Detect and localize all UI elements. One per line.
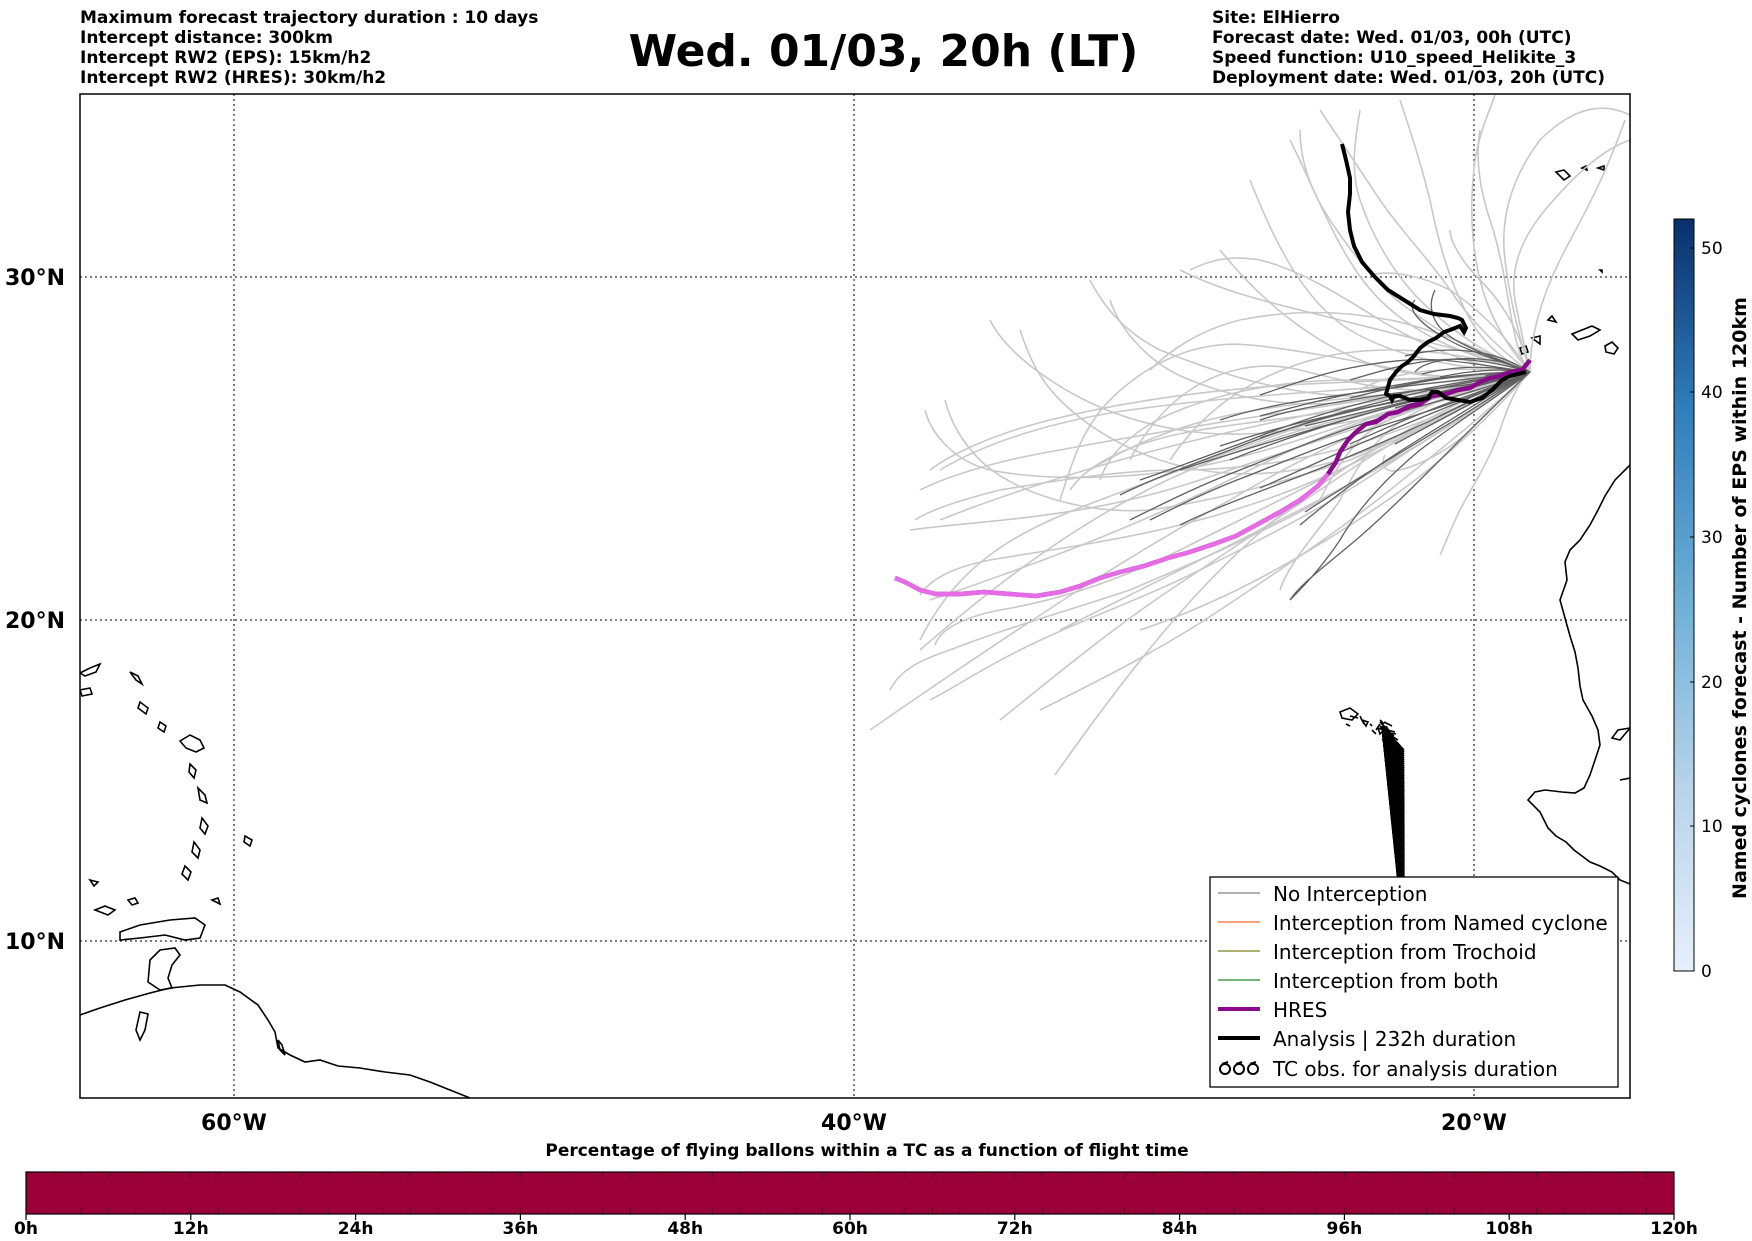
intercept-distance-text: Intercept distance: 300km: [80, 28, 333, 48]
deployment-date-text: Deployment date: Wed. 01/03, 20h (UTC): [1212, 68, 1606, 88]
legend-box: [1209, 876, 1619, 1088]
eps-no-interception-trajectories: [1119, 289, 1531, 601]
timebar-tick-60h: 60h: [832, 1219, 868, 1239]
legend-label-tc-obs: TC obs. for analysis duration: [1272, 1057, 1558, 1081]
coastlines: [80, 164, 1630, 1098]
timebar-tick-24h: 24h: [338, 1219, 374, 1239]
lat-tick-10n: 10°N: [5, 930, 65, 955]
legend-label-both: Interception from both: [1273, 969, 1499, 993]
legend-label-no-interception: No Interception: [1273, 882, 1427, 906]
colorbar-gradient: [1673, 218, 1695, 972]
timebar-fill: [25, 1171, 1675, 1215]
header-left-info: Maximum forecast trajectory duration : 1…: [80, 8, 538, 88]
lon-tick-40w: 40°W: [821, 1111, 887, 1136]
timebar-label: Percentage of flying ballons within a TC…: [545, 1141, 1188, 1161]
lat-tick-20n: 20°N: [5, 609, 65, 634]
timebar-tick-72h: 72h: [997, 1219, 1033, 1239]
map-title: Wed. 01/03, 20h (LT): [628, 26, 1139, 77]
analysis-trajectory: [1340, 143, 1527, 405]
colorbar-tick-10: 10: [1701, 817, 1723, 837]
timebar-major-ticks: [25, 1214, 1675, 1220]
timebar-tick-84h: 84h: [1162, 1219, 1198, 1239]
timebar-tick-0h: 0h: [14, 1219, 38, 1239]
timebar-tick-120h: 120h: [1650, 1219, 1698, 1239]
forecast-date-text: Forecast date: Wed. 01/03, 00h (UTC): [1212, 28, 1572, 48]
legend-label-named-cyclone: Interception from Named cyclone: [1273, 911, 1608, 935]
max-duration-text: Maximum forecast trajectory duration : 1…: [80, 8, 539, 28]
colorbar: 0 10 20 30 40 50 Named cyclones forecast…: [1673, 218, 1751, 982]
header-right-info: Site: ElHierro Forecast date: Wed. 01/03…: [1212, 8, 1605, 88]
legend: No Interception Interception from Named …: [1209, 876, 1619, 1088]
hres-trajectory-late: [894, 472, 1330, 599]
lat-tick-30n: 30°N: [5, 266, 65, 291]
lon-tick-60w: 60°W: [201, 1111, 267, 1136]
timebar-tick-48h: 48h: [667, 1219, 703, 1239]
timebar-tick-108h: 108h: [1485, 1219, 1533, 1239]
colorbar-tick-30: 30: [1701, 528, 1723, 548]
tc-obs-icon: [1219, 1061, 1259, 1075]
intercept-hres-text: Intercept RW2 (HRES): 30km/h2: [80, 68, 387, 88]
speed-function-text: Speed function: U10_speed_Helikite_3: [1212, 48, 1577, 68]
lon-tick-20w: 20°W: [1441, 1111, 1507, 1136]
colorbar-tick-40: 40: [1701, 383, 1723, 403]
colorbar-label: Named cyclones forecast - Number of EPS …: [1729, 297, 1751, 899]
legend-label-analysis: Analysis | 232h duration: [1273, 1027, 1516, 1051]
colorbar-ticks: [1690, 247, 1694, 972]
intercept-eps-text: Intercept RW2 (EPS): 15km/h2: [80, 48, 372, 68]
map-frame: [79, 93, 1631, 1099]
legend-label-trochoid: Interception from Trochoid: [1273, 940, 1537, 964]
timebar-minor-ticks: [53, 1172, 1647, 1214]
timebar-tick-36h: 36h: [503, 1219, 539, 1239]
timebar-tick-12h: 12h: [173, 1219, 209, 1239]
site-text: Site: ElHierro: [1212, 8, 1340, 28]
timebar-tick-96h: 96h: [1327, 1219, 1363, 1239]
legend-label-hres: HRES: [1273, 998, 1327, 1022]
colorbar-tick-50: 50: [1701, 239, 1723, 259]
colorbar-tick-0: 0: [1701, 962, 1712, 982]
colorbar-tick-20: 20: [1701, 673, 1723, 693]
timebar: Percentage of flying ballons within a TC…: [14, 1141, 1698, 1239]
